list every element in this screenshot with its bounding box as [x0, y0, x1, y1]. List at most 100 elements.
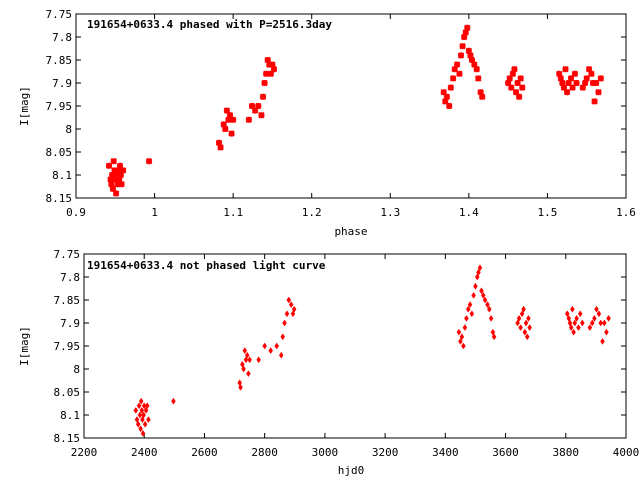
- phased-data-point: [467, 52, 474, 59]
- unphased-data-point: [600, 337, 605, 345]
- unphased-data-point: [488, 314, 494, 322]
- phased-data-point: [567, 75, 575, 82]
- unphased-x-axis-label: hjd0: [338, 464, 365, 477]
- phased-data-point: [506, 75, 513, 82]
- phased-y-tick-label: 7.8: [52, 31, 72, 44]
- phased-y-axis-label: I[mag]: [18, 86, 31, 126]
- unphased-data-point: [574, 314, 579, 322]
- unphased-data-point: [140, 416, 145, 424]
- unphased-x-tick-label: 4000: [613, 446, 640, 459]
- phased-data-point: [595, 88, 602, 96]
- phased-data-point: [468, 56, 476, 64]
- unphased-data-point: [589, 319, 595, 327]
- phased-data-point: [225, 116, 232, 124]
- unphased-y-tick-label: 8.15: [54, 432, 81, 445]
- unphased-x-tick-label: 3800: [553, 446, 580, 459]
- phased-data-point: [557, 75, 564, 82]
- unphased-x-tick-label: 2600: [191, 446, 218, 459]
- unphased-data-point: [142, 420, 148, 428]
- phased-data-point: [109, 185, 117, 193]
- unphased-data-point: [467, 301, 473, 309]
- phased-data-point: [269, 61, 276, 68]
- unphased-y-tick-label: 7.75: [54, 248, 81, 261]
- phased-data-point: [514, 79, 521, 87]
- unphased-data-point: [592, 314, 597, 322]
- unphased-data-point: [268, 347, 273, 355]
- phased-data-point: [585, 65, 593, 73]
- phased-y-tick-label: 8.05: [46, 146, 73, 159]
- unphased-data-point: [137, 411, 143, 419]
- phased-data-point: [446, 102, 453, 110]
- phased-data-point: [222, 125, 229, 133]
- unphased-x-tick-label: 2400: [131, 446, 158, 459]
- phased-data-point: [117, 171, 124, 179]
- phased-x-tick-label: 1.6: [616, 206, 636, 219]
- phased-data-point: [519, 84, 526, 91]
- unphased-data-point: [473, 282, 478, 290]
- phased-plot-frame: [75, 13, 627, 199]
- unphased-data-point: [526, 314, 531, 322]
- unphased-data-point: [459, 333, 465, 341]
- phased-chart: 191654+0633.4 phased with P=2516.3day ph…: [18, 8, 636, 238]
- unphased-data-point: [244, 351, 250, 359]
- phased-data-point: [477, 88, 484, 96]
- unphased-y-tick-label: 8.1: [60, 409, 80, 422]
- phased-points: [105, 24, 605, 197]
- unphased-data-point: [138, 397, 144, 405]
- unphased-data-point: [461, 342, 466, 350]
- phased-data-point: [111, 167, 118, 174]
- phased-data-point: [258, 111, 265, 119]
- phased-data-point: [229, 116, 237, 124]
- phased-data-point: [579, 84, 586, 91]
- phased-x-tick-label: 1: [151, 206, 158, 219]
- phased-data-point: [105, 162, 113, 170]
- unphased-plot-frame: [83, 253, 627, 439]
- phased-y-tick-label: 8.1: [52, 169, 72, 182]
- unphased-data-point: [288, 301, 294, 309]
- phased-data-point: [443, 93, 451, 101]
- phased-data-point: [266, 61, 273, 68]
- phased-data-point: [462, 29, 469, 36]
- phased-data-point: [217, 144, 224, 151]
- phased-data-point: [447, 84, 454, 91]
- phased-x-tick-label: 1.1: [223, 206, 243, 219]
- phased-data-point: [573, 79, 580, 87]
- phased-data-point: [479, 93, 486, 101]
- unphased-data-point: [280, 333, 286, 341]
- unphased-data-point: [577, 310, 583, 318]
- phased-data-point: [114, 180, 121, 188]
- unphased-data-point: [136, 402, 142, 410]
- unphased-data-point: [256, 356, 261, 364]
- unphased-data-point: [246, 370, 251, 378]
- unphased-data-point: [139, 406, 145, 414]
- phased-data-point: [453, 61, 461, 68]
- unphased-data-point: [238, 383, 243, 391]
- phased-data-point: [591, 98, 598, 105]
- unphased-data-point: [464, 314, 469, 322]
- phased-y-tick-label: 7.9: [52, 77, 72, 90]
- unphased-y-axis-label: I[mag]: [18, 326, 31, 366]
- unphased-y-tick-label: 7.95: [54, 340, 81, 353]
- unphased-data-point: [479, 287, 484, 295]
- unphased-data-point: [291, 305, 297, 313]
- phased-data-point: [512, 88, 520, 96]
- phased-data-point: [112, 190, 120, 197]
- phased-data-point: [118, 180, 125, 188]
- unphased-data-point: [598, 319, 604, 327]
- unphased-data-point: [576, 324, 581, 332]
- phased-chart-title: 191654+0633.4 phased with P=2516.3day: [87, 18, 332, 31]
- unphased-data-point: [144, 402, 150, 410]
- unphased-data-point: [274, 342, 280, 350]
- phased-data-point: [442, 98, 449, 105]
- phased-data-point: [456, 70, 463, 78]
- unphased-data-point: [482, 296, 488, 304]
- phased-data-point: [475, 75, 482, 82]
- unphased-x-tick-label: 3200: [372, 446, 399, 459]
- unphased-x-tick-label: 2800: [251, 446, 278, 459]
- unphased-data-point: [480, 291, 486, 299]
- phased-data-point: [220, 121, 227, 128]
- phased-data-point: [559, 79, 566, 87]
- phased-data-point: [223, 107, 231, 114]
- phased-data-point: [473, 65, 480, 73]
